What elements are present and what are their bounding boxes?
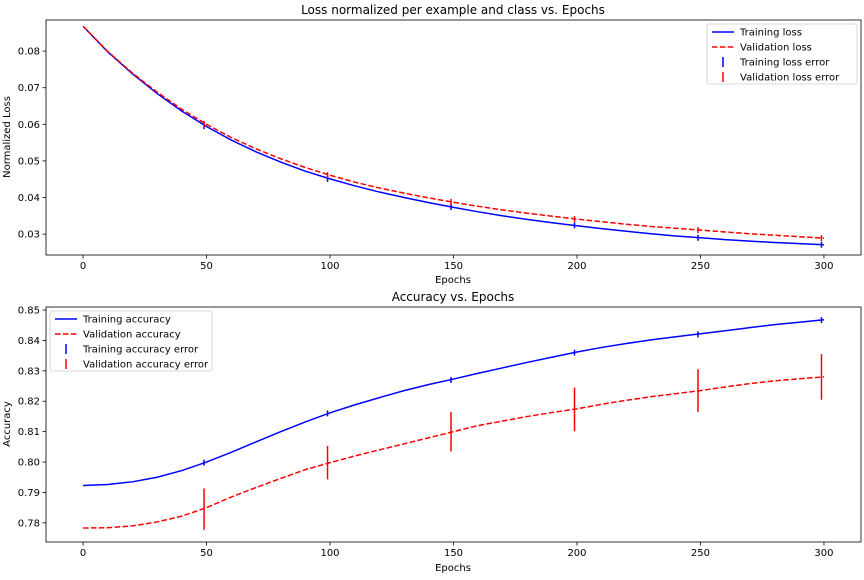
loss-y-tick-label: 0.08 (18, 47, 40, 58)
accuracy-series-line-1 (83, 319, 825, 487)
loss-x-tick-label: 250 (691, 261, 710, 272)
loss-legend: Training loss Validation loss Training los… (706, 23, 858, 85)
accuracy-legend-label-3: Training accuracy error (82, 345, 199, 356)
accuracy-legend-label-2: Validation accuracy (83, 330, 181, 341)
accuracy-y-tick-label: 0.84 (18, 336, 40, 347)
accuracy-x-tick-label: 300 (814, 548, 833, 559)
accuracy-y-tick-label: 0.85 (18, 306, 40, 317)
loss-y-tick-label: 0.04 (18, 193, 40, 204)
loss-plot-area: 0 50 100 150 200 250 300 0.03 0.04 0.05 0.06 0.07 0.… (18, 19, 862, 272)
loss-x-tick-label: 150 (444, 261, 463, 272)
loss-chart: Loss normalized per example and class vs… (2, 3, 862, 286)
accuracy-x-tick-label: 100 (320, 548, 339, 559)
accuracy-x-tick-label: 250 (691, 548, 710, 559)
accuracy-x-tick-label: 200 (567, 548, 586, 559)
loss-y-axis-label: Normalized Loss (2, 96, 13, 178)
accuracy-y-axis-label: Accuracy (2, 401, 13, 447)
accuracy-x-tick-label: 50 (200, 548, 213, 559)
loss-y-tick-label: 0.03 (18, 230, 40, 241)
accuracy-y-tick-label: 0.79 (18, 488, 40, 499)
accuracy-chart: Accuracy vs. Epochs 0 50 100 150 200 250 300 0.… (2, 290, 862, 574)
accuracy-series-line-2 (83, 376, 825, 529)
loss-x-tick-label: 300 (814, 261, 833, 272)
loss-x-tick-label: 200 (567, 261, 586, 272)
loss-legend-label-1: Training loss (739, 28, 802, 39)
accuracy-legend-label-4: Validation accuracy error (83, 360, 209, 371)
loss-chart-title: Loss normalized per example and class vs… (301, 3, 605, 17)
loss-legend-label-2: Validation loss (740, 43, 812, 54)
loss-series-line-1 (82, 25, 824, 246)
loss-series-line-2 (82, 25, 824, 239)
accuracy-chart-title: Accuracy vs. Epochs (392, 290, 515, 304)
loss-y-tick-label: 0.05 (18, 156, 40, 167)
accuracy-y-tick-label: 0.82 (18, 397, 40, 408)
accuracy-x-tick-label: 0 (80, 548, 86, 559)
accuracy-y-tick-label: 0.80 (18, 458, 40, 469)
loss-legend-label-4: Validation loss error (740, 73, 840, 84)
loss-x-axis-label: Epochs (435, 275, 471, 286)
accuracy-y-tick-label: 0.81 (18, 427, 40, 438)
accuracy-plot-area: 0 50 100 150 200 250 300 0.78 0.79 0.80 0.81 0.82 0.… (18, 306, 862, 559)
accuracy-x-tick-label: 150 (444, 548, 463, 559)
loss-x-tick-label: 0 (80, 261, 86, 272)
accuracy-x-axis-label: Epochs (435, 563, 471, 574)
accuracy-legend-box (49, 310, 213, 372)
accuracy-legend: Training accuracy Validation accuracy Trai… (49, 310, 213, 372)
loss-y-tick-label: 0.07 (18, 83, 40, 94)
loss-legend-label-3: Training loss error (739, 58, 830, 69)
loss-x-tick-label: 100 (320, 261, 339, 272)
loss-legend-box (706, 23, 858, 85)
accuracy-y-tick-label: 0.78 (18, 518, 40, 529)
loss-x-tick-label: 50 (200, 261, 213, 272)
accuracy-y-tick-label: 0.83 (18, 366, 40, 377)
loss-y-tick-label: 0.06 (18, 120, 40, 131)
accuracy-legend-label-1: Training accuracy (82, 315, 171, 326)
